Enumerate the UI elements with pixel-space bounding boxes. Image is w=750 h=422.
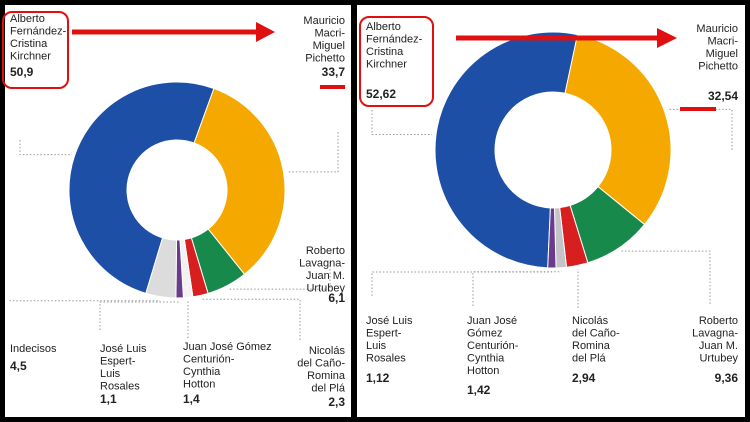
slice-label: Macri-: [707, 36, 738, 48]
slice-label: Mauricio: [696, 23, 738, 35]
value-label: 1,1: [100, 392, 117, 406]
slice-label: Macri-: [314, 28, 345, 40]
slice-label: Juan José: [467, 315, 517, 327]
slice-label: Hotton: [467, 365, 499, 377]
slice-label: del Caño-: [297, 358, 345, 370]
slice-label: José Luis: [366, 315, 413, 327]
slice-label: Centurión-: [467, 340, 519, 352]
slice-label: Espert-: [100, 356, 136, 368]
leader-line: [371, 110, 432, 136]
slice-label: del Caño-: [572, 328, 620, 340]
value-label: 1,12: [366, 371, 390, 385]
slice-label: Nicolás: [572, 315, 609, 327]
slice-label: Espert-: [366, 328, 402, 340]
slice-label: Alberto: [366, 21, 401, 33]
slice-label: Kirchner: [10, 51, 51, 63]
slice-label: José Luis: [100, 343, 147, 355]
highlight-box: [2, 11, 69, 89]
value-label: 52,62: [366, 87, 396, 101]
arrow-head: [657, 28, 677, 48]
leader-line: [472, 271, 562, 306]
slice-label: Cristina: [366, 46, 404, 58]
left-panel: [5, 5, 351, 417]
leader-line: [201, 298, 301, 340]
slice-label: Nicolás: [309, 345, 346, 357]
slice-label: Juan M.: [699, 340, 738, 352]
value-label: 9,36: [715, 371, 739, 385]
slice-label: Romina: [572, 340, 611, 352]
leader-line: [621, 250, 711, 304]
slice-label: Gómez: [467, 328, 502, 340]
slice-label: Rosales: [366, 353, 406, 365]
slice-label: Fernández-: [366, 34, 423, 46]
slice-label: Lavagna-: [299, 258, 345, 270]
slice-label: Mauricio: [303, 15, 345, 27]
leader-line: [9, 300, 161, 302]
leader-line: [19, 140, 71, 156]
value-label: 1,42: [467, 383, 491, 397]
slice-label: Urtubey: [306, 283, 345, 295]
slice-label: Miguel: [706, 48, 738, 60]
slice-label: del Plá: [311, 383, 346, 395]
slice-label: Roberto: [306, 245, 345, 257]
slice-label: Fernández-: [10, 26, 67, 38]
slice-label: Lavagna-: [692, 328, 738, 340]
slice-label: Roberto: [699, 315, 738, 327]
slice-label: Indecisos: [10, 343, 57, 355]
slice-label: Centurión-: [183, 354, 235, 366]
slice-label: Juan José Gómez: [183, 341, 272, 353]
slice-label: Rosales: [100, 381, 140, 393]
slice-label: Pichetto: [698, 61, 738, 73]
slice-label: Cristina: [10, 38, 48, 50]
slice-label: Luis: [366, 340, 387, 352]
slice-label: Urtubey: [699, 353, 738, 365]
slice-label: Alberto: [10, 13, 45, 25]
slice-label: Miguel: [313, 40, 345, 52]
arrow-head: [256, 22, 275, 42]
donut-slice: [193, 87, 286, 276]
leader-line: [99, 301, 180, 330]
leader-line: [287, 132, 339, 173]
slice-label: Kirchner: [366, 59, 407, 71]
value-label: 6,1: [328, 291, 345, 305]
slice-label: Pichetto: [305, 53, 345, 65]
donut-slice: [68, 81, 215, 295]
value-label: 2,3: [328, 395, 345, 409]
donut-slice: [564, 33, 672, 226]
slice-label: Romina: [307, 370, 346, 382]
value-label: 50,9: [10, 65, 34, 79]
value-label: 4,5: [10, 359, 27, 373]
annotations: [2, 11, 716, 111]
value-label: 1,4: [183, 392, 200, 406]
value-label: 32,54: [708, 89, 738, 103]
slice-label: del Plá: [572, 353, 607, 365]
slice-label: Cynthia: [183, 366, 221, 378]
slice-label: Luis: [100, 368, 121, 380]
donut-slice: [145, 237, 178, 299]
slice-label: Cynthia: [467, 353, 505, 365]
donut-slice: [434, 31, 579, 269]
donut-slice: [547, 207, 557, 269]
slice-label: Juan M.: [306, 270, 345, 282]
highlight-box: [359, 16, 434, 107]
value-label: 33,7: [322, 65, 346, 79]
value-label: 2,94: [572, 371, 596, 385]
leader-line: [371, 271, 552, 296]
slice-label: Hotton: [183, 379, 215, 391]
charts: AlbertoFernández-CristinaKirchner50,9Mau…: [9, 13, 739, 409]
